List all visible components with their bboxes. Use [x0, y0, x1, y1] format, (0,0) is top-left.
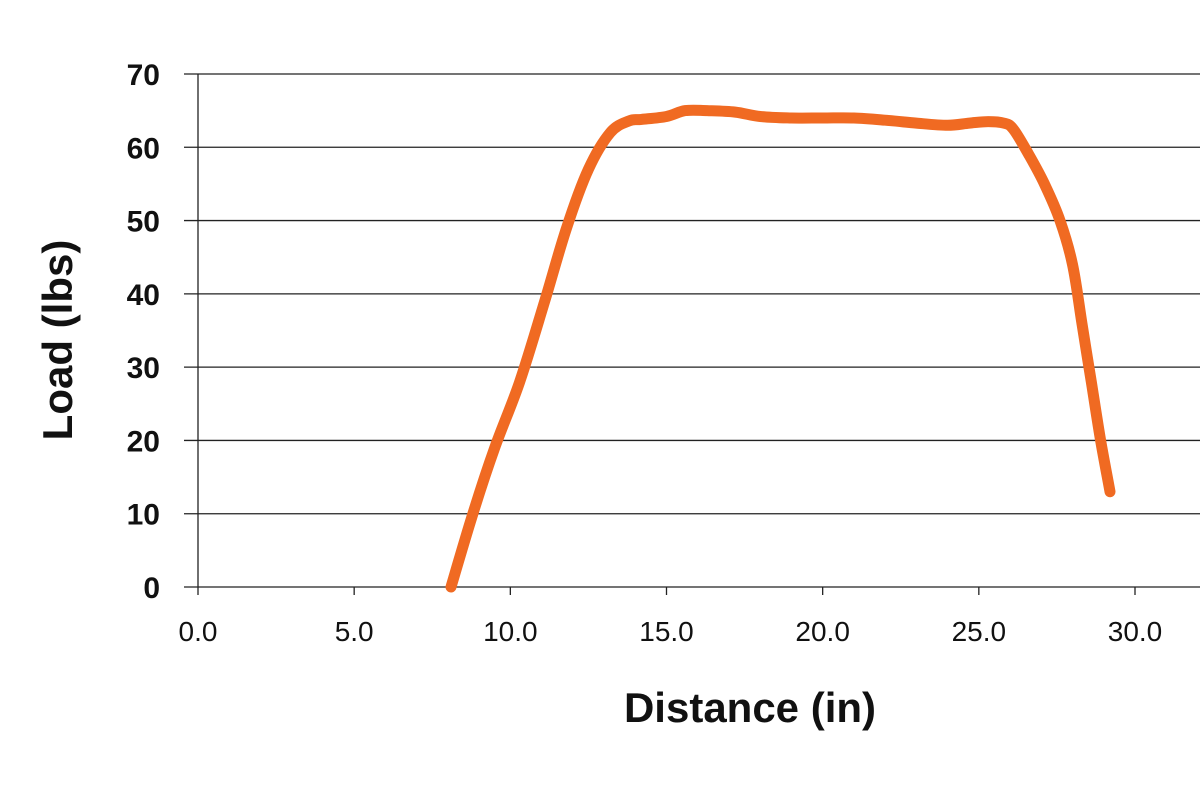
x-tick-label: 5.0 [335, 616, 374, 647]
x-tick-label: 20.0 [795, 616, 850, 647]
y-tick-label: 70 [127, 59, 160, 92]
y-tick-label: 10 [127, 499, 160, 532]
y-tick-label: 50 [127, 206, 160, 239]
x-axis-title: Distance (in) [624, 684, 876, 731]
x-tick-label: 15.0 [639, 616, 694, 647]
y-tick-label: 40 [127, 279, 160, 312]
x-tick-label: 30.0 [1108, 616, 1163, 647]
y-tick-label: 20 [127, 425, 160, 458]
y-tick-label: 0 [143, 572, 160, 605]
axes [197, 74, 1136, 595]
y-tick-label: 30 [127, 352, 160, 385]
load-series-line [445, 104, 1116, 593]
y-axis-title: Load (lbs) [34, 240, 81, 441]
x-tick-label: 25.0 [952, 616, 1007, 647]
y-tick-label: 60 [127, 132, 160, 165]
x-tick-label: 10.0 [483, 616, 538, 647]
series-layer [445, 104, 1116, 593]
x-tick-labels: 0.0 5.0 10.0 15.0 20.0 25.0 30.0 [179, 616, 1163, 647]
x-tick-label: 0.0 [179, 616, 218, 647]
y-tick-labels: 0 10 20 30 40 50 60 70 [127, 59, 160, 605]
grid-lines [184, 73, 1200, 588]
